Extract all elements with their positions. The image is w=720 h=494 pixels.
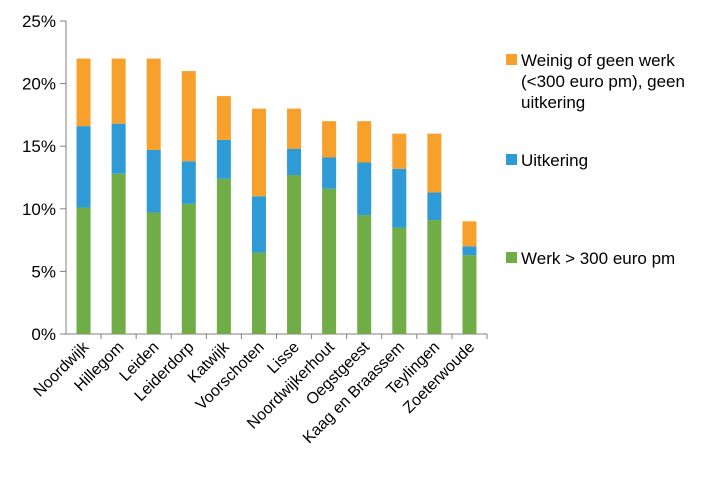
bar-segment-weinig — [76, 58, 91, 127]
bar-segment-werk — [216, 178, 231, 334]
bar-segment-werk — [76, 207, 91, 334]
y-tick-label: 15% — [22, 137, 56, 156]
bar-segment-uitkering — [146, 149, 161, 213]
y-axis: 0% 5% 10% 15% 20% 25% — [22, 12, 67, 344]
bar-segment-werk — [181, 203, 196, 334]
bars — [76, 58, 477, 334]
bar-segment-weinig — [427, 133, 442, 193]
legend: Weinig of geen werk (<300 euro pm), geen… — [506, 0, 720, 494]
bar-segment-weinig — [322, 121, 337, 158]
bar-segment-weinig — [216, 96, 231, 140]
bar-segment-weinig — [251, 108, 266, 197]
bar-segment-werk — [111, 173, 126, 334]
bar-segment-werk — [146, 212, 161, 334]
bar-segment-uitkering — [462, 246, 477, 256]
y-tick-label: 0% — [31, 325, 56, 344]
bar-segment-uitkering — [76, 126, 91, 208]
bar-segment-weinig — [392, 133, 407, 169]
legend-swatch-weinig — [506, 54, 517, 65]
bar-segment-werk — [251, 252, 266, 334]
bar-segment-uitkering — [181, 161, 196, 204]
bar-segment-uitkering — [287, 148, 302, 175]
x-axis: NoordwijkHillegomLeidenLeiderdorpKatwijk… — [31, 333, 488, 447]
bar-segment-uitkering — [322, 157, 337, 189]
legend-label-werk: Werk > 300 euro pm — [521, 249, 676, 268]
bar-segment-werk — [287, 174, 302, 334]
bar-segment-uitkering — [357, 162, 372, 216]
legend-swatch-uitkering — [506, 154, 517, 165]
bar-segment-werk — [392, 227, 407, 334]
y-tick-label: 20% — [22, 75, 56, 94]
legend-swatch-werk — [506, 252, 517, 263]
bar-segment-weinig — [462, 221, 477, 247]
bar-segment-werk — [357, 215, 372, 334]
bar-segment-weinig — [181, 71, 196, 162]
bar-segment-weinig — [357, 121, 372, 163]
bar-segment-weinig — [111, 58, 126, 124]
bar-segment-uitkering — [427, 192, 442, 221]
bar-segment-weinig — [287, 108, 302, 149]
y-tick-label: 5% — [31, 262, 56, 281]
legend-label-uitkering: Uitkering — [521, 151, 589, 170]
bar-segment-werk — [322, 188, 337, 334]
legend-label-weinig: Weinig of geen werk (<300 euro pm), geen… — [521, 51, 685, 112]
bar-segment-uitkering — [251, 196, 266, 253]
legend-item-weinig: Weinig of geen werk (<300 euro pm), geen… — [506, 50, 720, 113]
bar-segment-uitkering — [216, 139, 231, 179]
bar-segment-werk — [427, 220, 442, 334]
y-tick-label: 10% — [22, 200, 56, 219]
bar-segment-uitkering — [392, 168, 407, 228]
y-tick-label: 25% — [22, 12, 56, 31]
bar-segment-weinig — [146, 58, 161, 150]
legend-item-werk: Werk > 300 euro pm — [506, 248, 681, 269]
legend-item-uitkering: Uitkering — [506, 150, 720, 171]
stacked-bar-chart: 0% 5% 10% 15% 20% 25% NoordwijkHillegomLeiden… — [22, 12, 488, 447]
bar-segment-uitkering — [111, 123, 126, 174]
bar-segment-werk — [462, 255, 477, 334]
